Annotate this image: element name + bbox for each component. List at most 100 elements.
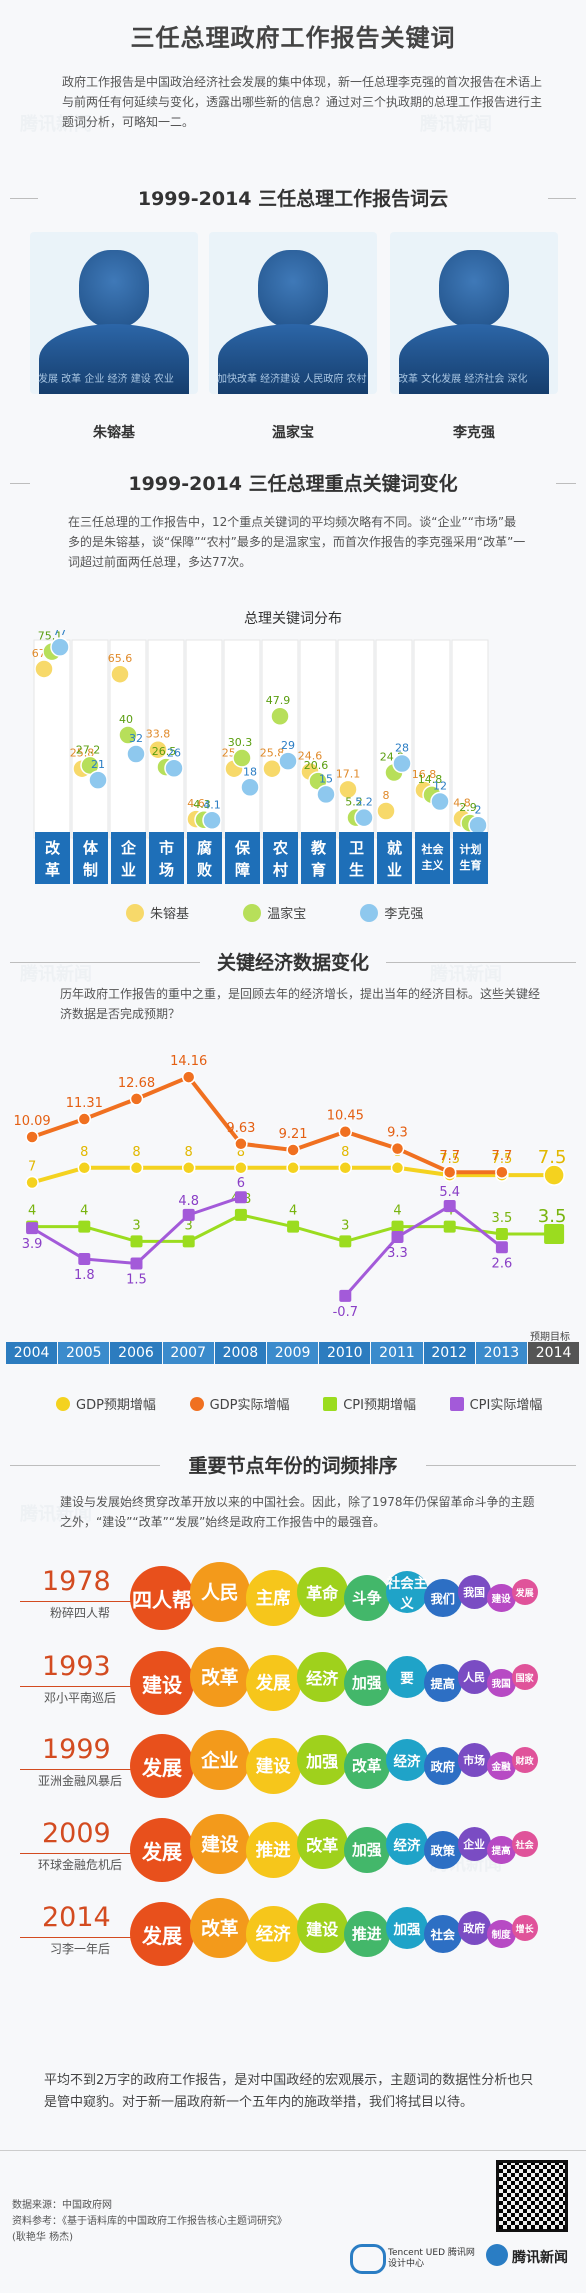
keyword-point xyxy=(354,807,374,828)
legend-swatch-gdp-target xyxy=(56,1396,70,1411)
keyword-value-label: 32 xyxy=(129,732,143,745)
series-point xyxy=(287,1220,300,1233)
keyword-category: 保障 xyxy=(225,832,260,884)
portrait-wordcloud: 发展 改革 企业 经济 建设 农业 xyxy=(38,374,174,385)
series-point xyxy=(234,1191,247,1204)
keyword-point xyxy=(148,739,168,760)
milestone-year: 2014 xyxy=(42,1902,111,1933)
keyword-point xyxy=(34,659,54,679)
keyword-point xyxy=(240,777,260,797)
keyword-category: 卫生 xyxy=(339,832,374,884)
series-point xyxy=(25,1175,39,1190)
keyword-bubble: 加强 xyxy=(343,1826,390,1874)
keyword-value-label: 4.6 xyxy=(187,797,205,810)
divider xyxy=(20,1853,140,1854)
divider xyxy=(20,1769,140,1770)
keyword-value-label: 14.8 xyxy=(418,773,443,786)
series-line-segment xyxy=(188,1195,242,1217)
keyword-bubble: 提高 xyxy=(424,1664,462,1702)
keyword-category-line: 计划 xyxy=(459,843,482,856)
portrait-head xyxy=(258,250,328,328)
year-label: 2012 xyxy=(423,1342,475,1364)
keyword-bubble: 建设 xyxy=(130,1651,194,1715)
divider xyxy=(0,2150,586,2151)
keyword-category-char: 就 xyxy=(386,839,402,857)
series-value-label: 5.4 xyxy=(439,1185,460,1200)
keyword-value-label: 28 xyxy=(395,742,409,755)
keyword-value-label: 29 xyxy=(281,739,295,752)
keyword-point xyxy=(392,753,412,774)
series-value-label: 8 xyxy=(237,1145,245,1160)
milestone-caption: 邓小平南巡后 xyxy=(43,1691,116,1705)
keyword-point xyxy=(270,706,290,726)
keyword-bubble: 加强 xyxy=(296,1734,348,1786)
keyword-point xyxy=(232,748,252,768)
portrait-1: 加快改革 经济建设 人民政府 农村 xyxy=(209,232,377,394)
keyword-category: 体制 xyxy=(73,832,108,884)
milestone-year: 1978 xyxy=(42,1566,111,1597)
year-axis: 2004 2005 2006 2007 2008 2009 2010 2011 2012 2013… xyxy=(6,1342,580,1364)
keyword-bubble: 发展 xyxy=(245,1655,301,1711)
tencent-ued-brand: Tencent UED 腾讯网设计中心 xyxy=(388,2248,475,2269)
divider xyxy=(386,962,576,963)
series-value-label: 3 xyxy=(185,1218,193,1233)
series-line-segment xyxy=(240,1141,294,1152)
portrait-body xyxy=(218,324,368,394)
keyword-bubble: 建设 xyxy=(296,1902,348,1954)
series-point xyxy=(234,1208,247,1221)
series-value-label: 9.21 xyxy=(279,1127,308,1142)
keyword-value-label: 5.2 xyxy=(345,796,363,809)
keyword-category-char: 腐 xyxy=(196,839,212,857)
keyword-point xyxy=(110,664,130,684)
keyword-bubble: 人民 xyxy=(190,1562,250,1622)
portrait-body xyxy=(39,324,189,394)
legend-swatch-li xyxy=(360,903,379,922)
keyword-bubble: 四人帮 xyxy=(130,1566,194,1630)
closing-paragraph: 平均不到2万字的政府工作报告，是对中国政经的宏观展示，主题词的数据性分析也只是管… xyxy=(44,2073,534,2110)
series-point xyxy=(443,1220,456,1233)
divider xyxy=(20,1686,140,1687)
keyword-value-label: 12 xyxy=(433,780,447,793)
series-point xyxy=(338,1161,353,1175)
divider xyxy=(556,483,576,484)
keyword-bubble: 改革 xyxy=(190,1898,250,1958)
keyword-category-char: 教 xyxy=(310,839,326,857)
keyword-category-char: 体 xyxy=(82,839,98,857)
series-point xyxy=(182,1235,195,1248)
keyword-category-char: 卫 xyxy=(348,839,364,857)
series-value-label: 10.09 xyxy=(13,1114,50,1129)
keyword-category-char: 生 xyxy=(348,861,364,879)
series-point xyxy=(495,1228,508,1241)
keyword-value-label: 24.6 xyxy=(298,750,323,763)
series-value-label: 11.31 xyxy=(66,1096,103,1111)
legend-label-cpi-target: CPI预期增幅 xyxy=(343,1398,416,1413)
series-value-label: 12.68 xyxy=(118,1076,155,1091)
keyword-value-label: 25.8 xyxy=(260,747,285,760)
year-label: 2005 xyxy=(58,1342,110,1364)
keyword-category: 市场 xyxy=(149,832,184,884)
keyword-category: 腐败 xyxy=(187,832,222,884)
series-point xyxy=(78,1220,91,1233)
series-line-segment xyxy=(344,1225,398,1243)
keyword-value-label: 17.1 xyxy=(336,767,361,780)
keyword-category-char: 制 xyxy=(82,861,98,879)
keyword-bubble: 经济 xyxy=(386,1739,428,1781)
divider xyxy=(20,1601,140,1602)
keywords-description: 在三任总理的工作报告中，12个重点关键词的平均频次略有不同。谈“企业”“市场”最… xyxy=(68,515,526,569)
keyword-point xyxy=(88,770,108,790)
keyword-bubble: 斗争 xyxy=(343,1574,390,1622)
keyword-bubble: 改革 xyxy=(190,1647,250,1707)
series-point xyxy=(130,1257,143,1270)
economy-chart: 788888887.57.57.510.0911.3112.6814.169.6… xyxy=(13,1054,566,1320)
series-value-label: 7.5 xyxy=(492,1152,513,1167)
series-point xyxy=(543,1164,565,1186)
keyword-value-label: 2 xyxy=(475,803,482,816)
keyword-bubble: 我国 xyxy=(486,1668,516,1698)
legend-swatch-cpi-target xyxy=(323,1396,338,1411)
portrait-0: 发展 改革 企业 经济 建设 农业 xyxy=(30,232,198,394)
year-label: 2008 xyxy=(214,1342,266,1364)
keyword-point xyxy=(262,758,282,779)
keyword-bubble: 经济 xyxy=(296,1651,348,1703)
year-label: 2004 xyxy=(6,1342,58,1364)
keyword-column xyxy=(223,639,261,839)
